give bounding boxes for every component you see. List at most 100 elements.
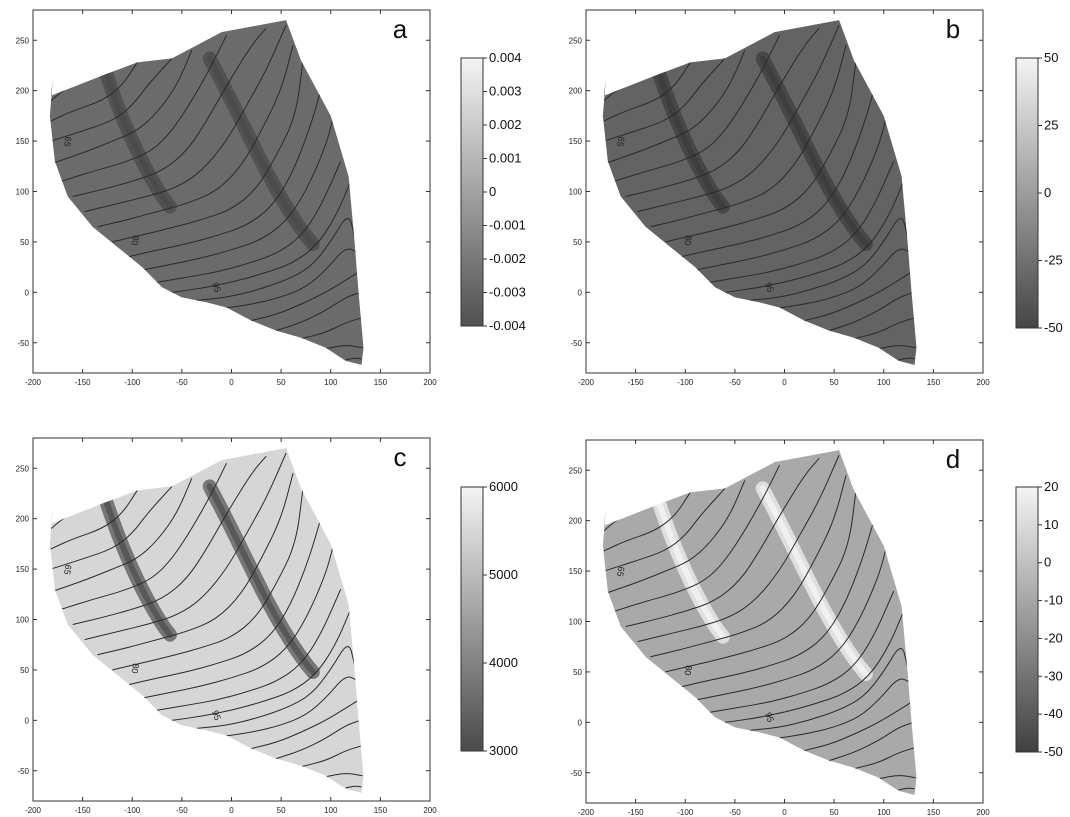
contour-line <box>346 358 362 360</box>
colorbar-label: -50 <box>1044 744 1063 759</box>
panel-letter: d <box>946 444 960 474</box>
x-tick-label: 0 <box>229 806 234 815</box>
contour-line <box>172 609 351 720</box>
colorbar <box>1015 486 1039 753</box>
y-tick-label: 50 <box>20 666 29 675</box>
contour-line <box>73 456 267 624</box>
contour-line <box>750 649 908 731</box>
x-tick-label: 50 <box>277 378 286 387</box>
x-tick-label: 100 <box>324 378 338 387</box>
colorbar-label: 0.001 <box>489 151 522 166</box>
y-tick-label: 100 <box>16 188 30 197</box>
contour-line <box>638 25 839 212</box>
contour-line <box>638 455 839 642</box>
colorbar <box>1015 57 1039 329</box>
contour-line <box>157 161 341 282</box>
colorbar-label: 0 <box>489 184 496 199</box>
contour-line <box>222 249 357 308</box>
x-tick-label: 0 <box>782 808 787 817</box>
colorbar-label: 0 <box>1044 185 1051 200</box>
map-region <box>602 450 917 795</box>
contour-line <box>251 272 358 320</box>
colorbar <box>460 57 484 327</box>
contour-line <box>251 700 358 748</box>
map-region <box>49 448 364 793</box>
y-tick-label: 200 <box>569 87 583 96</box>
colorbar-label: -0.003 <box>489 285 526 300</box>
y-tick-label: 150 <box>16 565 30 574</box>
contour-label: 80 <box>682 665 694 677</box>
contour-label: 95 <box>763 281 776 294</box>
contour-label: 65 <box>62 136 74 148</box>
panel-letter: c <box>394 442 407 472</box>
contour-line <box>53 50 192 163</box>
x-tick-label: -200 <box>578 808 595 817</box>
y-tick-label: 0 <box>25 288 30 297</box>
contour-line <box>73 28 267 196</box>
colorbar-label: 20 <box>1044 479 1058 494</box>
colorbar-label: 0.004 <box>489 50 522 65</box>
contour-label: 65 <box>62 564 74 576</box>
colorbar-label: 50 <box>1044 50 1058 65</box>
contour-line <box>775 249 910 308</box>
contour-line <box>172 181 351 292</box>
colorbar <box>460 486 484 752</box>
contour-label: 95 <box>210 709 223 722</box>
colorbar-label: -25 <box>1044 253 1063 268</box>
contour-line <box>695 546 887 700</box>
y-tick-label: 150 <box>569 567 583 576</box>
contour-line <box>680 521 874 687</box>
x-tick-label: 50 <box>277 806 286 815</box>
colorbar-label: -40 <box>1044 706 1063 721</box>
contour-line <box>51 58 172 141</box>
contour-line <box>775 679 910 738</box>
colorbar-label: -50 <box>1044 320 1063 335</box>
contour-line <box>98 473 294 654</box>
x-tick-label: -200 <box>578 378 595 387</box>
contour-line <box>710 161 894 282</box>
contour-line <box>854 318 916 339</box>
map-region <box>49 20 364 365</box>
contour-line <box>85 25 286 212</box>
x-tick-label: 100 <box>877 378 891 387</box>
contour-line <box>606 50 745 163</box>
contour-line <box>197 647 355 729</box>
colorbar-label: 25 <box>1044 118 1058 133</box>
y-tick-label: 250 <box>569 466 583 475</box>
x-tick-label: 0 <box>229 378 234 387</box>
x-tick-label: -50 <box>729 808 741 817</box>
contour-line <box>695 116 887 270</box>
y-tick-label: 150 <box>569 137 583 146</box>
colorbar-label: -0.002 <box>489 251 526 266</box>
contour-line <box>829 292 913 330</box>
contour-line <box>804 702 911 750</box>
y-tick-label: -50 <box>17 767 29 776</box>
contour-line <box>142 544 334 698</box>
x-tick-label: -50 <box>176 806 188 815</box>
contour-line <box>222 677 357 736</box>
panel-a: 65 80 95 a -200 -150 -100 -50 0 50 100 150 200 250 200… <box>16 9 526 387</box>
contour-line <box>725 611 904 722</box>
y-tick-label: 200 <box>16 515 30 524</box>
x-tick-label: -150 <box>75 806 92 815</box>
contour-line <box>51 490 137 548</box>
colorbar-label: -20 <box>1044 630 1063 645</box>
contour-line <box>127 91 321 257</box>
colorbar-label: 0 <box>1044 555 1051 570</box>
x-tick-label: 200 <box>976 808 990 817</box>
y-tick-label: 250 <box>16 36 30 45</box>
colorbar-label: -30 <box>1044 668 1063 683</box>
colorbar-label: 10 <box>1044 517 1058 532</box>
x-tick-label: 100 <box>324 806 338 815</box>
contour-line <box>276 720 360 758</box>
x-tick-label: 150 <box>927 808 941 817</box>
contour-line <box>899 358 915 360</box>
x-tick-label: -150 <box>628 378 645 387</box>
panel-letter: a <box>393 14 408 44</box>
contour-label: 80 <box>129 235 141 247</box>
contour-line <box>53 478 192 591</box>
x-tick-label: 200 <box>423 378 437 387</box>
y-tick-label: -50 <box>570 769 582 778</box>
y-tick-label: 50 <box>20 238 29 247</box>
